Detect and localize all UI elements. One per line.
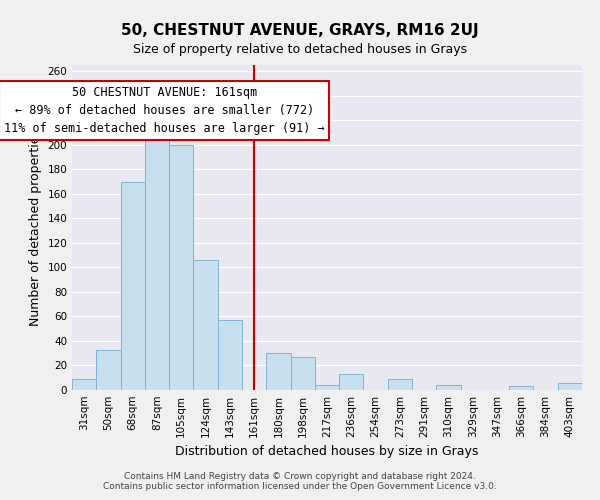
Bar <box>315 385 339 390</box>
Text: Size of property relative to detached houses in Grays: Size of property relative to detached ho… <box>133 42 467 56</box>
Bar <box>145 138 169 390</box>
Y-axis label: Number of detached properties: Number of detached properties <box>29 129 42 326</box>
Bar <box>193 260 218 390</box>
Bar <box>218 320 242 390</box>
Text: Contains public sector information licensed under the Open Government Licence v3: Contains public sector information licen… <box>103 482 497 491</box>
Bar <box>339 374 364 390</box>
Bar <box>72 379 96 390</box>
Text: 50, CHESTNUT AVENUE, GRAYS, RM16 2UJ: 50, CHESTNUT AVENUE, GRAYS, RM16 2UJ <box>121 22 479 38</box>
Bar <box>290 357 315 390</box>
Bar <box>169 144 193 390</box>
Text: Contains HM Land Registry data © Crown copyright and database right 2024.: Contains HM Land Registry data © Crown c… <box>124 472 476 481</box>
Bar <box>266 353 290 390</box>
X-axis label: Distribution of detached houses by size in Grays: Distribution of detached houses by size … <box>175 446 479 458</box>
Bar <box>96 350 121 390</box>
Bar <box>509 386 533 390</box>
Bar <box>388 379 412 390</box>
Bar <box>558 382 582 390</box>
Bar <box>121 182 145 390</box>
Text: 50 CHESTNUT AVENUE: 161sqm
← 89% of detached houses are smaller (772)
11% of sem: 50 CHESTNUT AVENUE: 161sqm ← 89% of deta… <box>4 86 325 135</box>
Bar <box>436 385 461 390</box>
